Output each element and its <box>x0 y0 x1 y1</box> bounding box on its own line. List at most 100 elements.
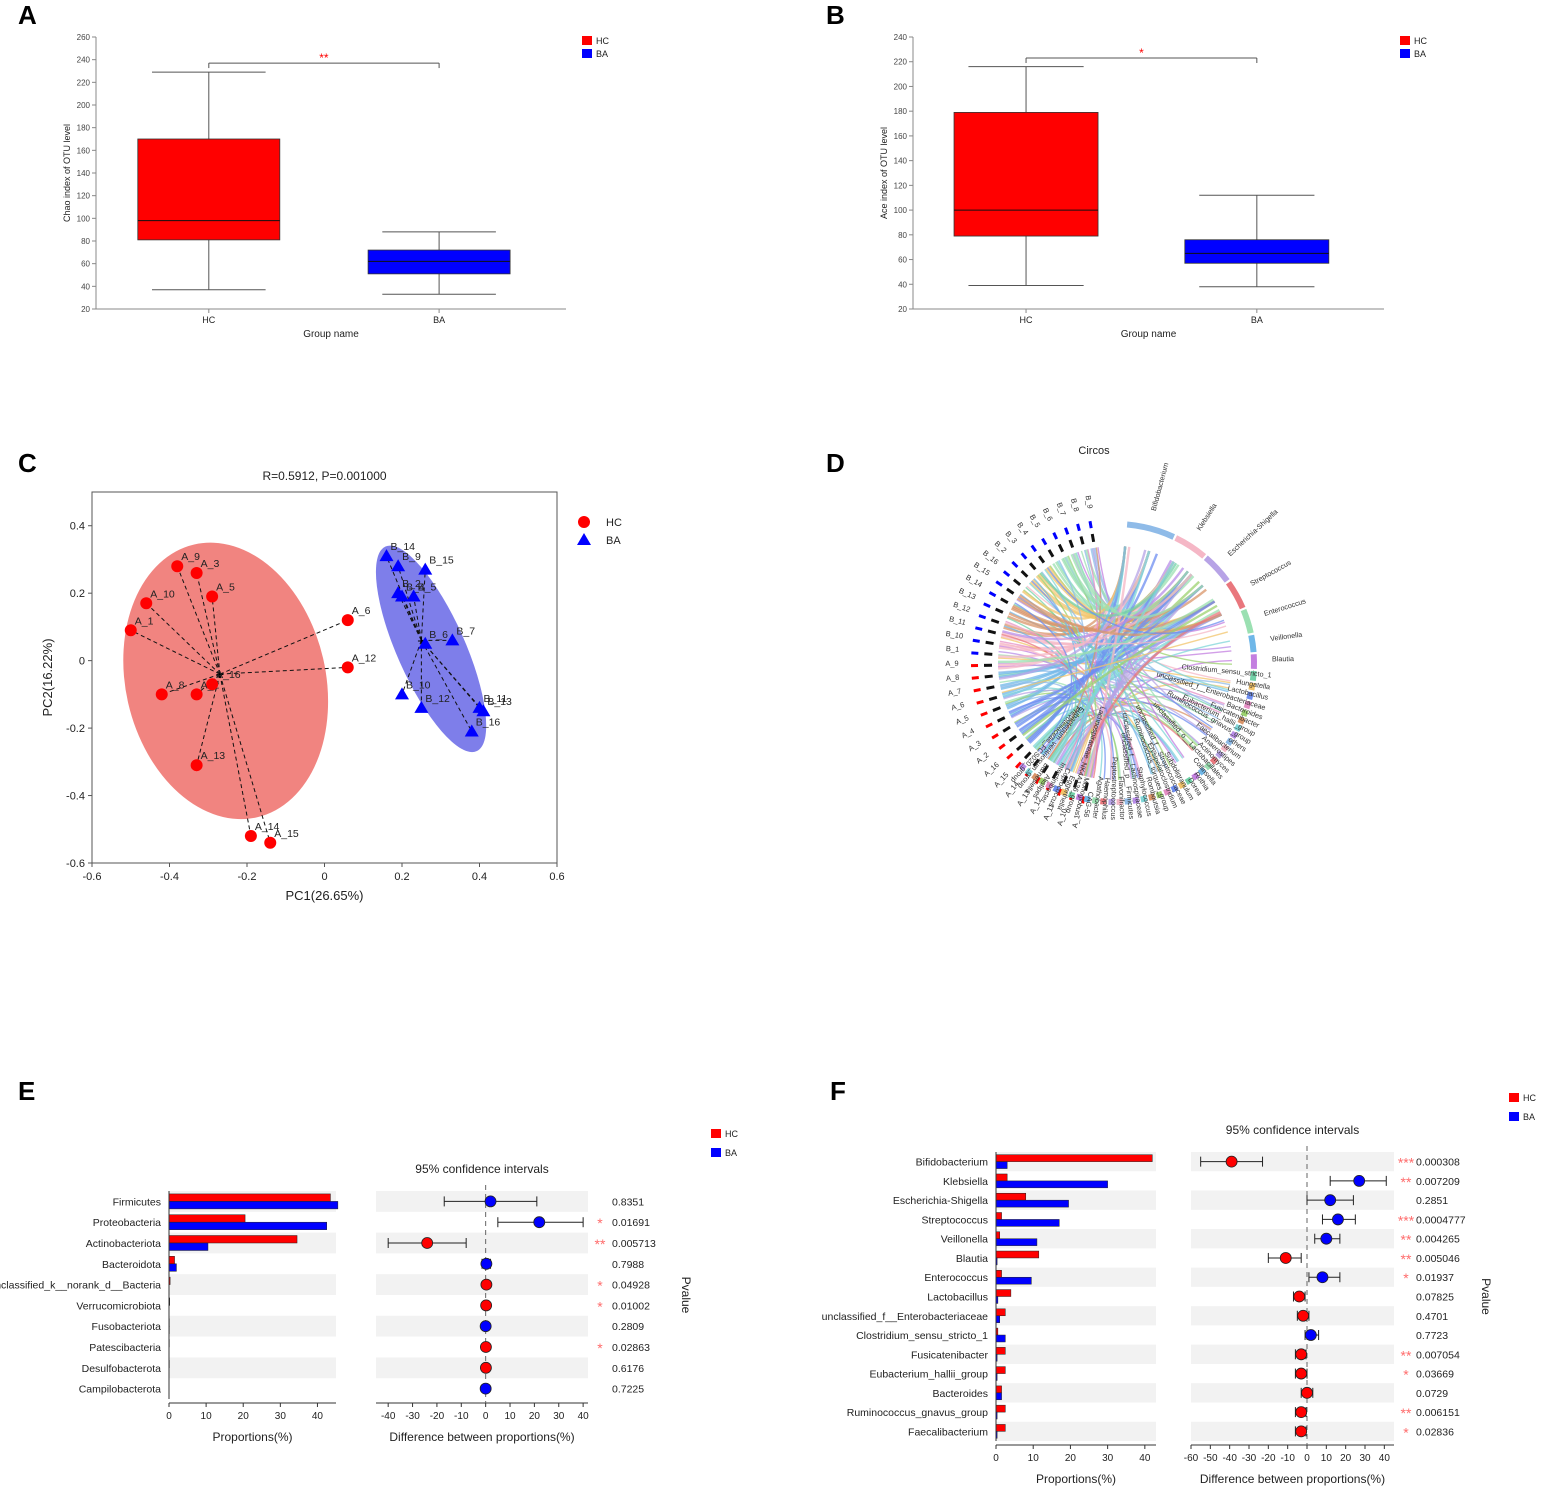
y-tick-label-C: -0.6 <box>66 858 85 870</box>
bar-HC <box>995 1173 1008 1182</box>
diff-tick-label: -20 <box>1261 1453 1276 1464</box>
chord-link <box>997 598 1214 664</box>
y-tick-label-A: 260 <box>77 33 91 42</box>
taxon-arc-unclassified_f__Enterobacteriaceae <box>1243 700 1252 710</box>
sig-stars: * <box>597 1298 603 1314</box>
spider-line-HC <box>211 596 221 675</box>
category-label: Klebsiella <box>943 1176 988 1188</box>
diff-tick-label: -30 <box>405 1411 420 1422</box>
point-label-A_6: A_6 <box>352 605 371 617</box>
diff-tick-label: -10 <box>1280 1453 1295 1464</box>
y-tick-label-C: -0.4 <box>66 791 85 803</box>
pvalue-text: 0.03669 <box>1416 1369 1454 1381</box>
chord-link <box>1066 613 1222 771</box>
row-stripe-right <box>1191 1306 1394 1326</box>
sample-arc-B_10 <box>985 640 994 646</box>
chord-link <box>1064 549 1098 769</box>
y-axis-title-B: Ace index of OTU level <box>879 127 889 219</box>
point-label-B_9: B_9 <box>402 551 421 563</box>
ci-point-BA <box>1304 1329 1317 1341</box>
ci-point-HC <box>1295 1425 1308 1438</box>
chord-link <box>1077 584 1204 775</box>
ellipse-BA <box>375 545 487 753</box>
taxon-label: Klebsiella <box>1194 502 1218 533</box>
category-label: Clostridium_sensu_stricto_1 <box>856 1330 988 1342</box>
category-label: Eubacterium_hallii_group <box>870 1369 989 1381</box>
ci-point-HC <box>1295 1367 1308 1380</box>
y-axis-title-C: PC2(16.22%) <box>40 638 55 716</box>
sample-arc-B_5 <box>1047 549 1055 558</box>
taxon-label: Peptostreptococcus <box>1109 757 1120 821</box>
scatter-chart-C: R=0.5912, P=0.001000 -0.6 -0.4 -0.2 0 0.2 0.4 0… <box>40 469 565 903</box>
diff-tick-label: 0 <box>1304 1453 1310 1464</box>
point-label-B_16: B_16 <box>476 716 501 728</box>
sig-stars: * <box>597 1215 603 1231</box>
chord-link <box>1001 631 1228 694</box>
taxon-arc-Agathobacter <box>1091 797 1099 804</box>
ci-point-HC <box>479 1361 492 1374</box>
chord-link <box>1004 622 1227 645</box>
y-tick-label-B: 80 <box>898 231 907 240</box>
category-label: Patescibacteria <box>89 1342 161 1354</box>
bar-HC <box>995 1366 1006 1374</box>
pvalue-text: 0.7988 <box>612 1259 644 1271</box>
taxon-arc-Actinomyces <box>1209 756 1219 765</box>
row-stripe-right <box>1191 1229 1394 1249</box>
box-chart-B: 20 40 60 80 100 120 140 160 180 200 220 240 Ace inde… <box>879 33 1384 340</box>
sample-track-B_16 <box>1002 570 1011 578</box>
sample-label-B_7: B_7 <box>1055 501 1068 517</box>
category-label: Verrucomicrobiota <box>76 1300 161 1312</box>
sample-track-A_11 <box>1057 788 1063 797</box>
y-axis-title-A: Chao index of OTU level <box>62 124 72 222</box>
bar-HC <box>995 1250 1040 1259</box>
chord-link <box>998 549 1147 680</box>
sample-label-A_7: A_7 <box>947 686 962 697</box>
sample-arc-B_3 <box>1028 562 1037 571</box>
sample-track-B_3 <box>1020 552 1028 560</box>
y-tick-label-C: 0.4 <box>70 521 85 533</box>
ci-title-E: 95% confidence intervals <box>415 1162 548 1176</box>
ci-point-BA <box>479 1382 492 1395</box>
panel-label-E: E <box>18 1076 35 1106</box>
box-A-HC <box>137 138 281 241</box>
y-tick-label-B: 160 <box>894 132 908 141</box>
sample-label-B_8: B_8 <box>1069 497 1081 512</box>
chord-link <box>1019 570 1189 733</box>
category-label: Veillonella <box>941 1234 988 1246</box>
spider-line-BA <box>420 640 484 712</box>
sample-track-B_15 <box>995 580 1003 587</box>
pvalue-text: 0.01002 <box>612 1300 650 1312</box>
bar-BA <box>168 1242 209 1251</box>
x-tick-label-C: 0.6 <box>549 871 564 883</box>
bar-BA <box>995 1315 1000 1323</box>
sample-track-A_4 <box>985 722 993 729</box>
sample-track-A_13 <box>1034 776 1042 785</box>
category-label: Campilobacterota <box>79 1384 161 1396</box>
sample-label-B_2: B_2 <box>993 539 1009 555</box>
taxon-arc-Hungatella <box>1248 682 1256 691</box>
ci-point-HC <box>1295 1406 1308 1418</box>
sample-track-B_12 <box>978 614 987 620</box>
legend-C-hc-marker <box>578 516 590 528</box>
point-label-A_10: A_10 <box>150 588 175 600</box>
y-tick-label-B: 100 <box>894 206 908 215</box>
spider-line-BA <box>420 640 473 732</box>
sample-arc-A_14 <box>1032 758 1040 767</box>
chord-link <box>1087 546 1131 778</box>
legend-F-hc-swatch <box>1509 1093 1519 1102</box>
pvalue-text: 0.02863 <box>612 1342 650 1354</box>
bar-BA <box>995 1199 1069 1208</box>
sample-track-A_7 <box>973 688 981 693</box>
sample-label-B_3: B_3 <box>1004 529 1020 545</box>
taxon-arc-Bifidobacterium <box>1126 521 1176 540</box>
legend-C-hc-label: HC <box>606 517 622 529</box>
y-tick-label-B: 40 <box>898 280 907 289</box>
diff-tick-label: 0 <box>483 1411 489 1422</box>
taxon-arc-Veillonella <box>1248 634 1257 653</box>
sample-label-A_8: A_8 <box>946 673 960 683</box>
pvalue-text: 0.2809 <box>612 1321 644 1333</box>
sample-track-B_2 <box>1011 560 1019 568</box>
point-label-B_4: B_4 <box>406 582 425 594</box>
chord-link <box>1079 611 1221 776</box>
sample-label-B_1: B_1 <box>946 644 960 654</box>
